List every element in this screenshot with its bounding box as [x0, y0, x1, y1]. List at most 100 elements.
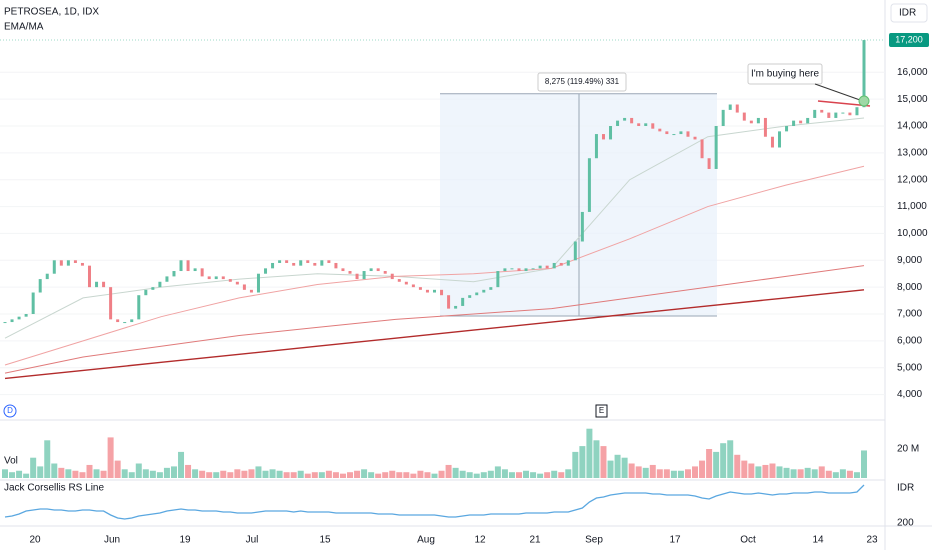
- volume-title: Vol: [4, 456, 18, 467]
- candle: [425, 289, 429, 293]
- y-tick-label: 5,000: [897, 362, 922, 373]
- y-tick-label: 12,000: [897, 174, 928, 185]
- candle: [756, 117, 760, 124]
- currency-box[interactable]: [890, 3, 928, 23]
- candle: [770, 136, 774, 148]
- volume-bar: [445, 464, 452, 478]
- volume-bar: [375, 473, 382, 478]
- volume-bar: [790, 469, 797, 478]
- candle: [700, 139, 704, 159]
- rs-currency: IDR: [897, 483, 914, 494]
- candle: [728, 104, 732, 110]
- volume-bar: [135, 463, 142, 478]
- candle: [658, 128, 662, 132]
- candle: [418, 287, 422, 290]
- rs-line: [4, 484, 865, 520]
- candle: [531, 268, 535, 270]
- candle: [538, 265, 542, 269]
- volume-bar: [544, 472, 551, 478]
- volume-bar: [839, 469, 846, 478]
- rs-tick-label: 200: [897, 518, 914, 529]
- volume-bar: [361, 469, 368, 478]
- candle: [545, 265, 549, 269]
- y-tick-label: 14,000: [897, 121, 928, 132]
- x-tick-label: 20: [29, 535, 41, 546]
- candle: [594, 134, 598, 159]
- candle: [193, 268, 197, 272]
- candle: [235, 281, 239, 285]
- volume-bar: [748, 463, 755, 478]
- volume-bar: [227, 472, 234, 478]
- volume-bar: [248, 469, 255, 478]
- candle: [151, 287, 155, 290]
- candle: [735, 104, 739, 113]
- candle: [390, 273, 394, 280]
- volume-bar: [86, 464, 93, 478]
- candle: [158, 281, 162, 288]
- volume-bar: [706, 449, 713, 478]
- candle: [749, 120, 753, 124]
- volume-bar: [699, 460, 706, 478]
- candle: [524, 268, 528, 272]
- volume-bar: [480, 472, 487, 478]
- volume-bar: [776, 466, 783, 478]
- volume-bar: [311, 472, 318, 478]
- candle: [411, 284, 415, 288]
- candle: [278, 260, 282, 263]
- volume-bar: [670, 470, 677, 478]
- volume-tick-label: 20 M: [897, 444, 919, 455]
- x-tick-label: Aug: [417, 535, 435, 546]
- x-tick-label: 12: [474, 535, 486, 546]
- candle: [468, 295, 472, 298]
- candle: [271, 262, 275, 269]
- candle: [820, 109, 824, 113]
- candle: [38, 279, 42, 293]
- volume-bar: [438, 470, 445, 478]
- earnings-marker[interactable]: [595, 404, 608, 418]
- symbol-title: PETROSEA, 1D, IDX: [4, 7, 99, 18]
- volume-bar: [149, 470, 156, 478]
- candle: [179, 260, 183, 272]
- x-tick-label: Oct: [740, 535, 756, 546]
- candle: [3, 322, 7, 324]
- volume-bar: [192, 469, 199, 478]
- x-tick-label: 23: [866, 535, 878, 546]
- candle: [228, 279, 232, 282]
- x-tick-label: 19: [179, 535, 191, 546]
- x-tick-label: Jul: [246, 535, 259, 546]
- y-tick-label: 9,000: [897, 255, 922, 266]
- y-tick-label: 4,000: [897, 389, 922, 400]
- volume-bar: [494, 466, 501, 478]
- moving-average: [4, 265, 865, 374]
- candle: [587, 158, 591, 212]
- volume-bar: [262, 470, 269, 478]
- candle: [792, 120, 796, 126]
- candle: [186, 260, 190, 272]
- candle: [672, 134, 676, 136]
- candle: [341, 268, 345, 272]
- volume-bar: [797, 469, 804, 478]
- last-price-box: [889, 33, 929, 48]
- moving-average: [4, 165, 865, 366]
- marker-label: E: [599, 406, 604, 415]
- candle: [221, 276, 225, 280]
- candle: [383, 271, 387, 274]
- candle: [778, 131, 782, 148]
- candle: [397, 279, 401, 282]
- candle: [292, 262, 296, 266]
- candle: [87, 265, 91, 288]
- volume-bar: [142, 469, 149, 478]
- candle: [566, 260, 570, 266]
- candle: [144, 289, 148, 296]
- y-tick-label: 8,000: [897, 282, 922, 293]
- volume-bar: [347, 472, 354, 478]
- candle: [707, 158, 711, 169]
- dividend-marker[interactable]: [3, 404, 17, 418]
- rs-title: Jack Corsellis RS Line: [4, 483, 104, 494]
- volume-bar: [452, 467, 459, 478]
- x-tick-label: 17: [669, 535, 681, 546]
- volume-bar: [403, 472, 410, 478]
- candle: [510, 268, 514, 270]
- volume-bar: [804, 467, 811, 478]
